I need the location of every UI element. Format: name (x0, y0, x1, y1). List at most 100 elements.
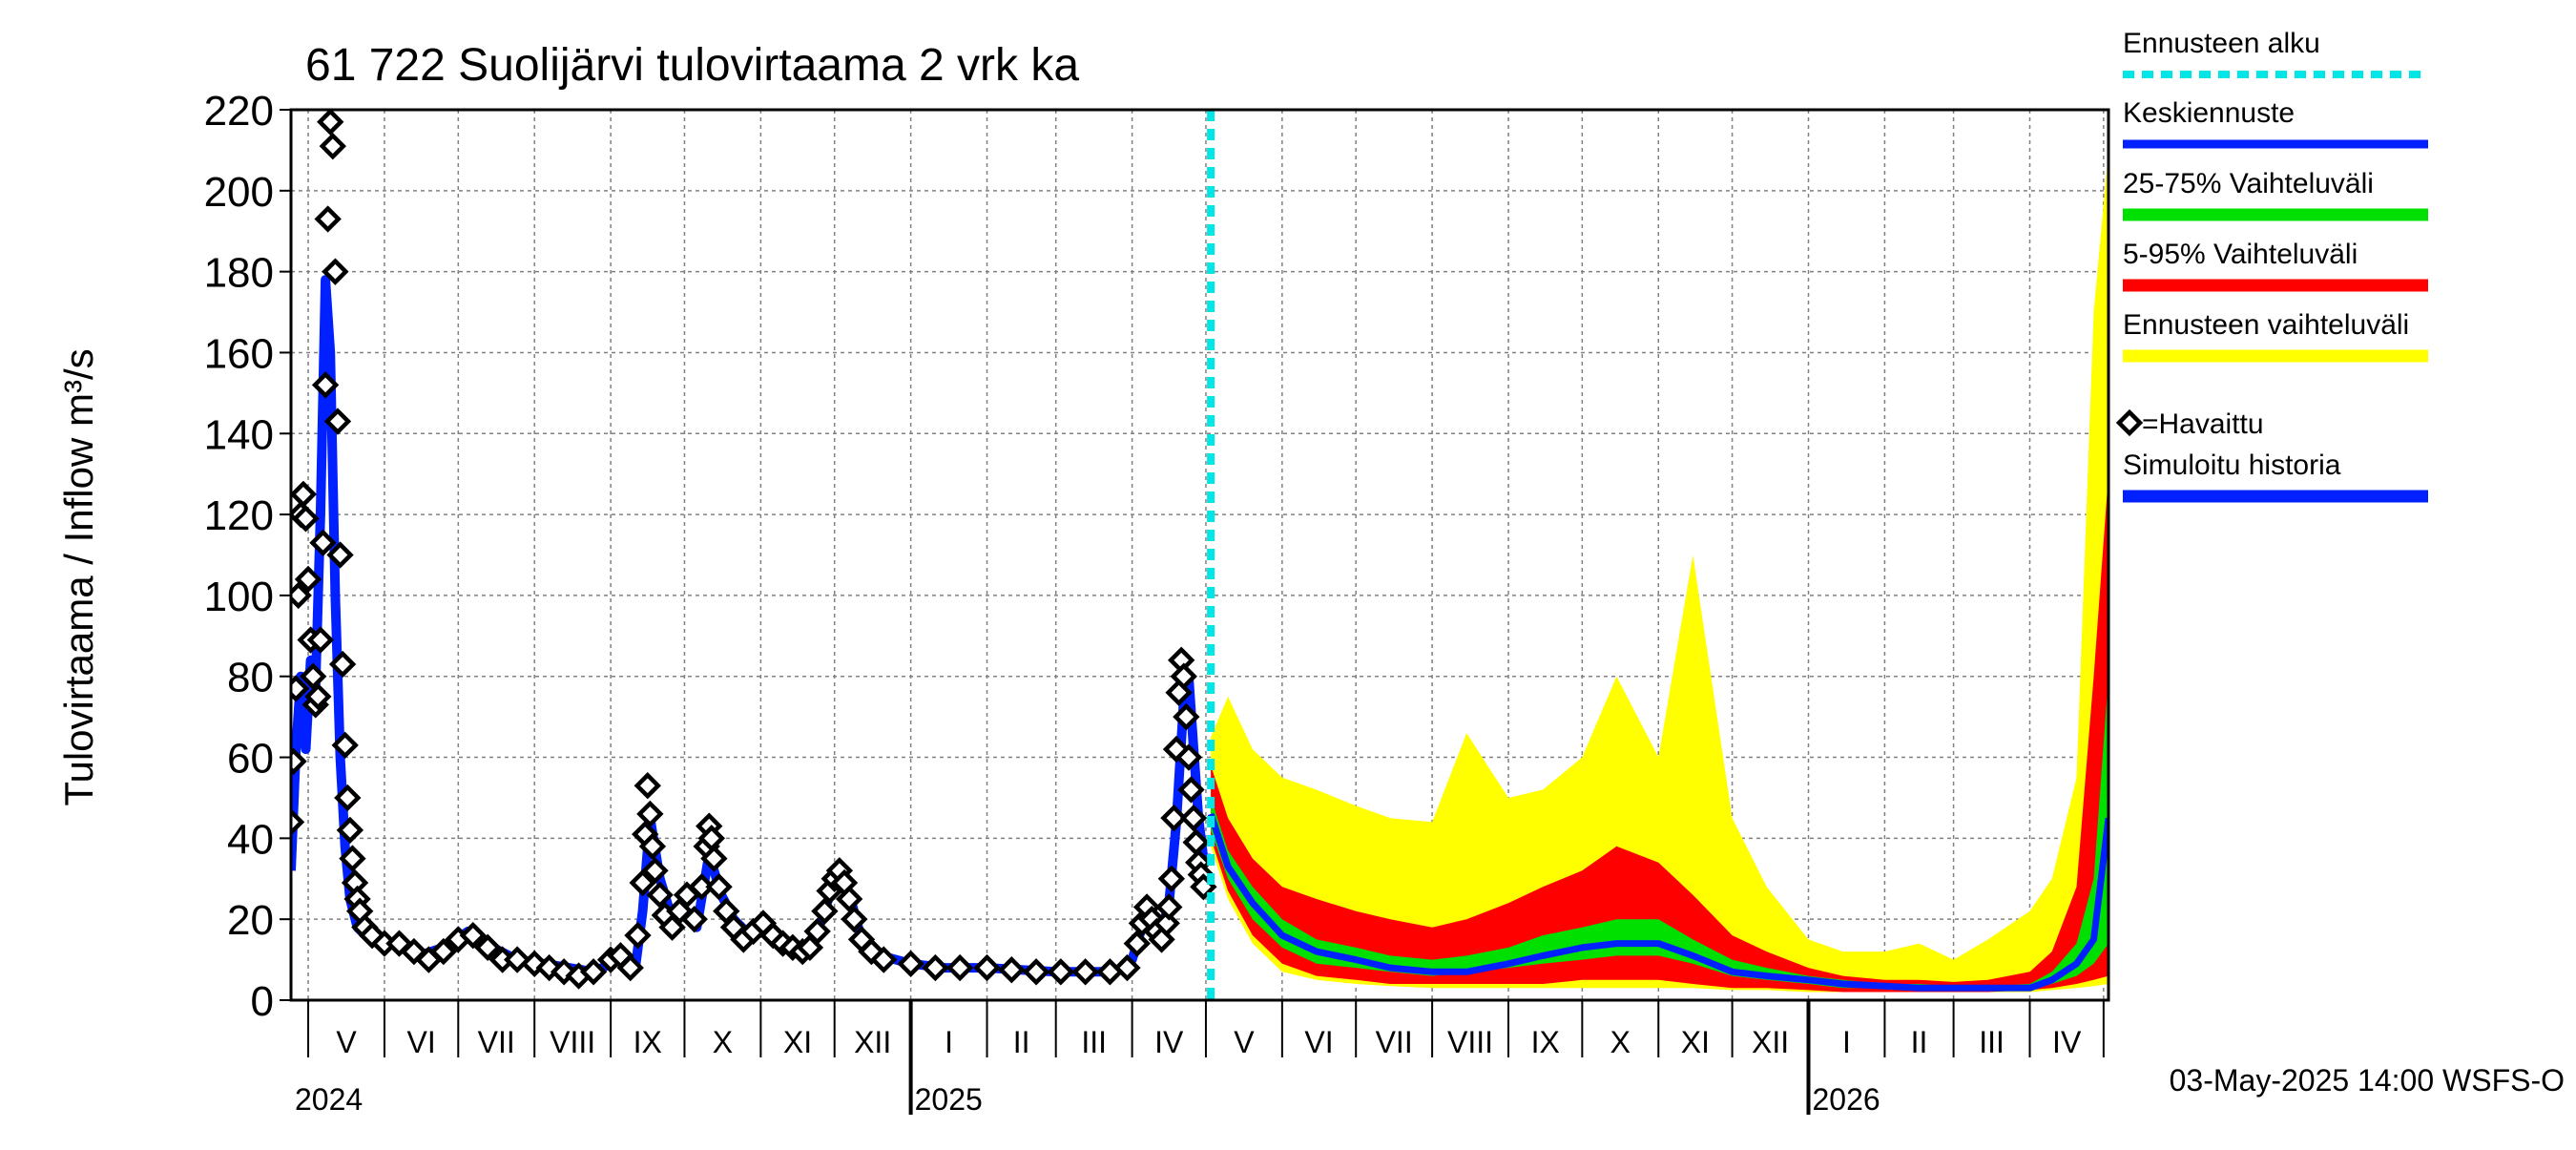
observed-point (973, 953, 1001, 982)
legend-forecast-range-label: Ennusteen vaihteluväli (2123, 309, 2409, 341)
observed-point (1174, 743, 1203, 771)
observed-point (870, 946, 898, 973)
observed-point (429, 937, 458, 966)
observed-point (1177, 776, 1205, 804)
observed-point (291, 480, 318, 509)
plot-frame (289, 108, 2110, 1002)
legend-mean-forecast-label: Keskiennuste (2123, 97, 2295, 129)
observed-point (319, 132, 347, 160)
observed-point (616, 953, 644, 982)
month-label: VIII (550, 1025, 595, 1059)
observed-point (835, 885, 863, 913)
observed-point (634, 772, 661, 800)
observed-point (400, 937, 428, 966)
observed-point (700, 845, 728, 872)
observed-point (309, 529, 337, 556)
legend-range-5-95-swatch (2123, 279, 2428, 292)
observed-point (1022, 958, 1050, 986)
observed-point (1153, 910, 1180, 937)
observed-point (331, 731, 359, 760)
y-tick-label: 200 (204, 169, 274, 216)
observed-point (636, 800, 664, 828)
observed-point (1179, 804, 1208, 832)
observed-point (291, 747, 307, 775)
month-label: XI (783, 1025, 812, 1059)
observed-point (1157, 865, 1186, 892)
month-label: VII (1376, 1025, 1413, 1059)
observed-point (624, 921, 652, 950)
y-tick-label: 0 (251, 978, 274, 1025)
observed-point (1160, 804, 1188, 832)
y-tick-label: 40 (227, 816, 274, 863)
month-label: XII (1752, 1025, 1789, 1059)
observed-point (629, 868, 656, 897)
year-label: 2026 (1813, 1082, 1880, 1117)
observed-point (811, 897, 839, 925)
range-5-95-band (1211, 473, 2109, 993)
month-label: XII (854, 1025, 891, 1059)
range-25-75-band (1211, 676, 2109, 991)
y-tick-label: 180 (204, 250, 274, 297)
footer-timestamp: 03-May-2025 14:00 WSFS-O (2170, 1063, 2565, 1098)
observed-point (688, 873, 716, 901)
year-label: 2024 (295, 1082, 363, 1117)
observed-point (1071, 958, 1099, 986)
observed-point (385, 930, 413, 957)
observed-point (922, 953, 949, 982)
legend-simulated-label: Simuloitu historia (2123, 450, 2341, 481)
y-tick-label: 100 (204, 574, 274, 620)
mean-forecast-line (1207, 812, 2109, 992)
observed-point (459, 921, 487, 950)
month-label: V (1234, 1025, 1255, 1059)
legend-forecast-range-swatch (2123, 349, 2428, 363)
y-tick-label: 120 (204, 492, 274, 539)
observed-point (705, 873, 733, 901)
observed-point (945, 953, 974, 982)
observed-point (300, 662, 327, 690)
observed-point (1123, 930, 1151, 957)
y-tick-label: 220 (204, 88, 274, 135)
month-label: VIII (1447, 1025, 1493, 1059)
observed-point (1047, 958, 1075, 986)
month-label: IV (1154, 1025, 1184, 1059)
month-label: I (1842, 1025, 1851, 1059)
observed-point (334, 784, 362, 812)
observed-point (897, 950, 924, 978)
legend-forecast-start-label: Ennusteen alku (2123, 28, 2320, 59)
observed-point (998, 956, 1026, 984)
legend-observed-marker (2115, 408, 2144, 437)
observed-point (1173, 702, 1200, 731)
observed-point (339, 845, 366, 872)
observed-point (641, 857, 669, 885)
legend-mean-forecast-swatch (2123, 139, 2428, 149)
year-label: 2025 (915, 1082, 983, 1117)
observed-point (326, 541, 354, 569)
observed-point (311, 371, 340, 399)
observed-point (328, 650, 357, 679)
observed-point (291, 808, 305, 836)
observed-point (1165, 679, 1193, 706)
observed-point (646, 881, 674, 909)
plot-series (291, 108, 2109, 993)
legend-simulated-swatch (2123, 490, 2428, 503)
observed-point (304, 682, 332, 711)
chart-title: 61 722 Suolijärvi tulovirtaama 2 vrk ka (305, 40, 1079, 91)
observed-point (317, 108, 344, 136)
observed-point (314, 205, 342, 233)
legend-range-25-75-label: 25-75% Vaihteluväli (2123, 168, 2374, 199)
month-label: IX (634, 1025, 662, 1059)
y-tick-label: 160 (204, 330, 274, 377)
month-label: XI (1681, 1025, 1710, 1059)
observed-point (336, 816, 364, 845)
observed-point (292, 505, 320, 533)
observed-point (1155, 893, 1183, 921)
y-axis-label: Tulovirtaama / Inflow m³/s (56, 348, 101, 805)
month-label: VI (1304, 1025, 1333, 1059)
month-label: IX (1531, 1025, 1560, 1059)
month-label: X (1610, 1025, 1631, 1059)
observed-point (1170, 662, 1197, 690)
month-label: VI (407, 1025, 436, 1059)
month-label: II (1013, 1025, 1030, 1059)
